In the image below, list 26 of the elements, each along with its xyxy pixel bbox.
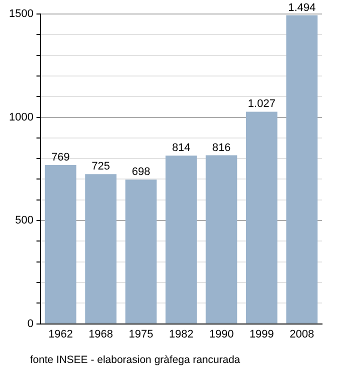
data-label: 698 [132, 166, 150, 178]
data-label: 1.027 [248, 98, 276, 110]
x-tick-label: 1982 [168, 328, 194, 340]
bar [206, 155, 238, 324]
bar [44, 164, 76, 324]
x-tick-label: 1999 [249, 328, 274, 340]
bar [166, 156, 197, 324]
bar [125, 180, 157, 324]
bar [286, 15, 318, 324]
data-label: 769 [51, 152, 70, 164]
x-tick-label: 1990 [209, 328, 234, 340]
y-tick-label: 1000 [8, 111, 34, 124]
data-label: 1.494 [288, 2, 316, 14]
data-label: 725 [92, 160, 110, 173]
x-tick-label: 1962 [48, 328, 73, 340]
x-tick-label: 1968 [88, 328, 114, 340]
y-tick-label: 1500 [8, 8, 34, 20]
data-label: 816 [212, 142, 231, 154]
y-tick-label: 0 [27, 318, 34, 330]
data-label: 814 [172, 142, 190, 154]
bar [85, 174, 116, 324]
x-tick-label: 1975 [128, 328, 154, 340]
x-tick-label: 2008 [290, 328, 314, 340]
y-tick-label: 500 [15, 214, 34, 227]
bar [246, 112, 278, 324]
source-note: fonte INSEE - elaborasion gràfega rancurada [30, 354, 240, 366]
